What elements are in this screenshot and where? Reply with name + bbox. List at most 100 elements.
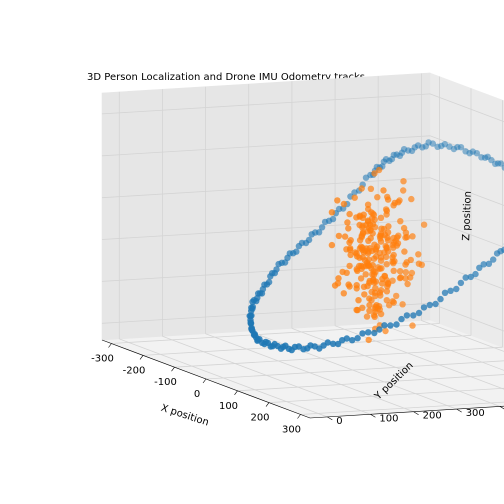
- x-gridline: [174, 346, 503, 368]
- track-point: [390, 151, 397, 159]
- track-point: [334, 340, 342, 348]
- cloud-point: [377, 235, 384, 242]
- y-gridline: [205, 333, 414, 413]
- y-gridline: [421, 320, 504, 352]
- cloud-point: [397, 274, 404, 281]
- track-point: [410, 312, 417, 319]
- cloud-point: [377, 310, 385, 318]
- cloud-point: [364, 282, 371, 290]
- cloud-point: [366, 295, 373, 302]
- cloud-point: [372, 292, 379, 300]
- cloud-point: [380, 187, 387, 194]
- track-point: [381, 322, 388, 329]
- cloud-point: [359, 254, 366, 261]
- cloud-point: [400, 178, 407, 185]
- cloud-point: [347, 237, 354, 244]
- cloud-point: [360, 211, 367, 218]
- axis-edges: [101, 339, 504, 421]
- cloud-point: [378, 225, 385, 232]
- track-point: [472, 270, 479, 278]
- cloud-point: [395, 199, 402, 206]
- cloud-point: [356, 237, 364, 244]
- track-point: [400, 146, 408, 153]
- track-point: [307, 342, 314, 349]
- track-point: [339, 337, 346, 344]
- cloud-point: [375, 264, 382, 271]
- x-tick-mark: [202, 378, 207, 384]
- cloud-point: [335, 275, 342, 282]
- track-point: [275, 260, 282, 268]
- y-tick-label: 0: [336, 416, 342, 427]
- track-point: [493, 250, 501, 257]
- track-point: [393, 321, 400, 328]
- cloud-point: [374, 194, 381, 201]
- cloud-point: [366, 301, 373, 309]
- cloud-point: [384, 237, 392, 244]
- x-tick-label: 300: [282, 425, 301, 436]
- cloud-point: [358, 185, 365, 192]
- cloud-point: [408, 195, 415, 203]
- track-point: [267, 273, 274, 280]
- cloud-point: [359, 263, 367, 270]
- cloud-point: [372, 308, 379, 316]
- track-point: [282, 342, 289, 349]
- x-gridline: [237, 374, 504, 392]
- z-gridline: [429, 93, 504, 123]
- cloud-point: [383, 297, 390, 304]
- track-point: [351, 189, 358, 196]
- cloud-point: [407, 256, 414, 264]
- y-tick-label: 100: [379, 413, 398, 424]
- cloud-point: [335, 232, 343, 240]
- z-gridline: [101, 177, 431, 199]
- track-point: [365, 329, 372, 336]
- cloud-point: [420, 221, 428, 228]
- track-point: [426, 301, 433, 309]
- cloud-point: [344, 219, 351, 226]
- track-point: [484, 153, 491, 160]
- y-tick-label: 200: [423, 411, 442, 422]
- x-gridline: [205, 360, 504, 380]
- track-point: [362, 174, 370, 181]
- cloud-point: [390, 267, 397, 274]
- cloud-point: [409, 233, 416, 240]
- cloud-point: [367, 185, 375, 192]
- cloud-point: [415, 260, 423, 267]
- track-point: [469, 148, 476, 155]
- cloud-point: [396, 268, 404, 275]
- cloud-point: [341, 233, 349, 240]
- track-point: [403, 312, 411, 319]
- cloud-point: [373, 302, 380, 309]
- cloud-point: [377, 287, 385, 294]
- x-tick-mark: [265, 402, 270, 407]
- cloud-point: [364, 259, 371, 266]
- cloud-point: [345, 281, 352, 288]
- track-point: [441, 141, 448, 148]
- cloud-point: [409, 322, 416, 329]
- cloud-point: [345, 225, 352, 232]
- cloud-point: [346, 246, 354, 253]
- cloud-point: [400, 187, 407, 194]
- cloud-point: [407, 274, 414, 281]
- track-point: [295, 242, 303, 250]
- cloud-point: [353, 282, 360, 289]
- track-point: [371, 329, 378, 337]
- cloud-point: [384, 229, 392, 236]
- x-tick-label: 200: [250, 413, 269, 424]
- track-point: [291, 343, 299, 351]
- track-point: [271, 340, 278, 348]
- cloud-point: [359, 230, 367, 237]
- y-tick-mark: [499, 406, 504, 410]
- track-point: [420, 304, 428, 311]
- cloud-point: [393, 292, 400, 300]
- track-point: [300, 346, 307, 353]
- x-tick-label: -100: [154, 377, 177, 388]
- cloud-point: [390, 251, 397, 259]
- track-point: [476, 264, 483, 271]
- cloud-point: [382, 327, 389, 335]
- cloud-point: [377, 292, 384, 299]
- z-gridline: [101, 93, 431, 115]
- cloud-point: [390, 244, 397, 251]
- cloud-point: [354, 306, 361, 314]
- cloud-point: [343, 269, 350, 276]
